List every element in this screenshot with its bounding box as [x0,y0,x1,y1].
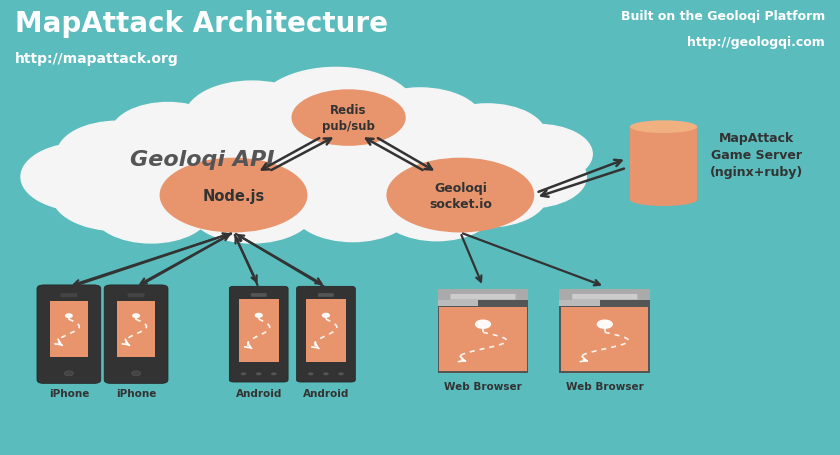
FancyBboxPatch shape [439,308,527,371]
FancyBboxPatch shape [117,301,155,358]
FancyArrowPatch shape [271,139,331,171]
FancyBboxPatch shape [239,299,279,363]
Circle shape [308,373,313,375]
Circle shape [66,314,72,318]
Circle shape [427,162,548,228]
Circle shape [108,131,245,206]
FancyArrowPatch shape [235,238,258,285]
Circle shape [338,156,469,227]
Ellipse shape [630,121,697,134]
Ellipse shape [386,158,534,233]
FancyBboxPatch shape [60,293,77,298]
FancyBboxPatch shape [251,293,266,297]
Text: Geoloqi
socket.io: Geoloqi socket.io [429,181,491,210]
Text: Built on the Geoloqi Platform: Built on the Geoloqi Platform [621,10,825,23]
FancyArrowPatch shape [541,169,624,197]
Circle shape [428,105,546,168]
Circle shape [301,131,438,206]
Ellipse shape [630,194,697,207]
FancyArrowPatch shape [74,234,231,286]
Circle shape [339,373,344,375]
FancyArrowPatch shape [234,236,257,282]
Circle shape [256,68,416,155]
FancyBboxPatch shape [306,299,346,363]
Circle shape [410,126,531,192]
Circle shape [241,373,246,375]
Circle shape [151,105,286,177]
FancyBboxPatch shape [559,289,650,300]
Ellipse shape [291,90,406,147]
FancyArrowPatch shape [238,236,323,287]
FancyArrowPatch shape [538,161,622,192]
FancyArrowPatch shape [366,139,423,171]
Text: http://geologqi.com: http://geologqi.com [687,36,825,50]
Circle shape [323,314,329,318]
Circle shape [185,82,319,155]
FancyBboxPatch shape [450,294,516,300]
FancyArrowPatch shape [140,234,231,284]
Text: iPhone: iPhone [116,388,156,398]
FancyArrowPatch shape [463,234,600,286]
Circle shape [292,177,413,242]
Circle shape [133,314,139,318]
Circle shape [111,103,225,165]
FancyBboxPatch shape [559,300,601,306]
Text: Web Browser: Web Browser [444,381,522,391]
Text: iPhone: iPhone [49,388,89,398]
Circle shape [318,108,455,183]
FancyBboxPatch shape [561,308,648,371]
Text: Android: Android [235,388,282,398]
Text: Node.js: Node.js [202,188,265,203]
FancyArrowPatch shape [378,139,432,170]
Circle shape [380,179,494,241]
Circle shape [255,314,262,318]
FancyBboxPatch shape [559,289,650,373]
Text: Android: Android [302,388,349,398]
Circle shape [239,150,382,228]
Circle shape [597,320,612,329]
Circle shape [271,373,276,375]
FancyBboxPatch shape [128,293,144,298]
FancyBboxPatch shape [572,294,638,300]
Circle shape [475,320,491,329]
Circle shape [323,373,328,375]
FancyBboxPatch shape [318,293,333,297]
FancyArrowPatch shape [236,234,322,284]
Circle shape [65,371,73,376]
Text: MapAttack
Game Server
(nginx+ruby): MapAttack Game Server (nginx+ruby) [710,131,803,178]
FancyBboxPatch shape [37,285,101,384]
FancyBboxPatch shape [297,287,355,382]
Text: Redis
pub/sub: Redis pub/sub [323,104,375,133]
Text: http://mapattack.org: http://mapattack.org [15,52,179,66]
FancyBboxPatch shape [50,301,88,358]
FancyBboxPatch shape [438,300,479,306]
Text: Web Browser: Web Browser [566,381,643,391]
FancyArrowPatch shape [71,234,228,287]
Circle shape [231,96,374,173]
FancyBboxPatch shape [630,127,697,200]
Ellipse shape [160,158,307,233]
Circle shape [150,154,287,228]
Circle shape [21,143,147,212]
FancyBboxPatch shape [104,285,168,384]
Circle shape [357,89,483,157]
Circle shape [391,139,517,207]
Text: Geoloqi API: Geoloqi API [130,149,275,169]
Circle shape [256,373,261,375]
Circle shape [52,160,183,231]
Circle shape [189,175,315,243]
FancyBboxPatch shape [229,287,288,382]
Circle shape [132,371,140,376]
Circle shape [472,147,586,208]
FancyBboxPatch shape [438,289,528,373]
Circle shape [92,180,210,243]
FancyArrowPatch shape [139,236,229,287]
FancyArrowPatch shape [262,139,319,170]
Text: MapAttack Architecture: MapAttack Architecture [15,10,388,38]
FancyArrowPatch shape [461,236,481,282]
Circle shape [203,124,351,204]
FancyBboxPatch shape [438,289,528,300]
Circle shape [483,125,592,184]
Circle shape [57,122,178,187]
